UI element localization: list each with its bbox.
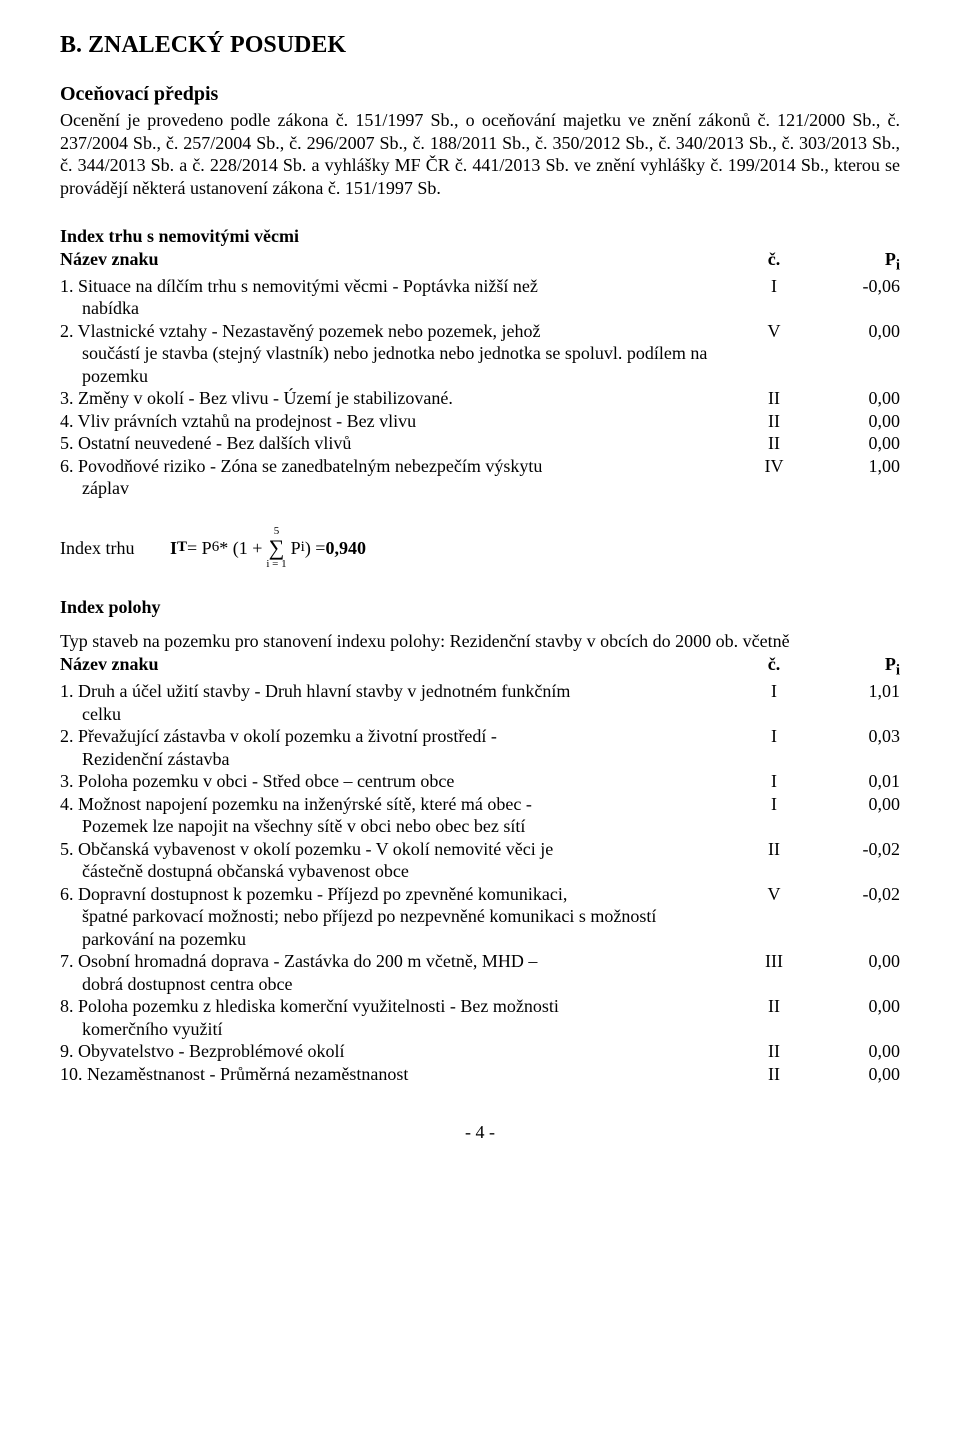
row-p: 0,00 <box>816 793 900 838</box>
row-p: -0,02 <box>816 883 900 951</box>
table-header-row: Název znaku č. Pi <box>60 653 900 680</box>
row-p: 1,00 <box>816 455 900 500</box>
table-row: 4. Vliv právních vztahů na prodejnost - … <box>60 410 900 433</box>
section-body-predpis: Ocenění je provedeno podle zákona č. 151… <box>60 109 900 199</box>
row-c: III <box>732 950 816 995</box>
row-text: 5. Ostatní neuvedené - Bez dalších vlivů <box>60 432 732 455</box>
formula-row: Index trhu IT = P6 * (1 + 5 ∑ i = 1 Pi )… <box>60 526 900 570</box>
row-p: 0,01 <box>816 770 900 793</box>
row-c: II <box>732 387 816 410</box>
formula-body: IT = P6 * (1 + 5 ∑ i = 1 Pi ) = 0,940 <box>170 526 366 570</box>
table-row: 5. Ostatní neuvedené - Bez dalších vlivů… <box>60 432 900 455</box>
table-row: 9. Obyvatelstvo - Bezproblémové okolíII0… <box>60 1040 900 1063</box>
row-p: 1,01 <box>816 680 900 725</box>
row-c: I <box>732 275 816 320</box>
table-row: 6. Dopravní dostupnost k pozemku - Příje… <box>60 883 900 951</box>
row-text: 2. Převažující zástavba v okolí pozemku … <box>60 725 732 770</box>
row-c: I <box>732 770 816 793</box>
row-text: 9. Obyvatelstvo - Bezproblémové okolí <box>60 1040 732 1063</box>
table-row: 2. Převažující zástavba v okolí pozemku … <box>60 725 900 770</box>
row-text: 6. Dopravní dostupnost k pozemku - Příje… <box>60 883 732 951</box>
row-c: II <box>732 995 816 1040</box>
row-c: IV <box>732 455 816 500</box>
index-polohy-title: Index polohy <box>60 596 900 619</box>
row-text: 3. Poloha pozemku v obci - Střed obce – … <box>60 770 732 793</box>
row-text: 10. Nezaměstnanost - Průměrná nezaměstna… <box>60 1063 732 1086</box>
row-p: 0,00 <box>816 410 900 433</box>
polohy-table: Název znaku č. Pi 1. Druh a účel užití s… <box>60 653 900 1085</box>
table-row: 6. Povodňové riziko - Zóna se zanedbatel… <box>60 455 900 500</box>
row-p: 0,00 <box>816 1063 900 1086</box>
trhu-table: Název znaku č. Pi 1. Situace na dílčím t… <box>60 248 900 500</box>
row-c: V <box>732 320 816 388</box>
row-text: 3. Změny v okolí - Bez vlivu - Území je … <box>60 387 732 410</box>
row-c: II <box>732 410 816 433</box>
row-p: 0,00 <box>816 432 900 455</box>
table-row: 7. Osobní hromadná doprava - Zastávka do… <box>60 950 900 995</box>
th-c: č. <box>732 248 816 275</box>
table-row: 1. Druh a účel užití stavby - Druh hlavn… <box>60 680 900 725</box>
row-c: I <box>732 680 816 725</box>
row-p: 0,00 <box>816 320 900 388</box>
section-title-predpis: Oceňovací předpis <box>60 82 900 107</box>
row-p: 0,00 <box>816 995 900 1040</box>
table-row: 10. Nezaměstnanost - Průměrná nezaměstna… <box>60 1063 900 1086</box>
row-p: -0,02 <box>816 838 900 883</box>
th-name: Název znaku <box>60 248 732 275</box>
row-text: 4. Možnost napojení pozemku na inženýrsk… <box>60 793 732 838</box>
row-text: 6. Povodňové riziko - Zóna se zanedbatel… <box>60 455 732 500</box>
row-text: 2. Vlastnické vztahy - Nezastavěný pozem… <box>60 320 732 388</box>
table-row: 3. Změny v okolí - Bez vlivu - Území je … <box>60 387 900 410</box>
row-p: 0,00 <box>816 950 900 995</box>
table-row: 1. Situace na dílčím trhu s nemovitými v… <box>60 275 900 320</box>
row-text: 8. Poloha pozemku z hlediska komerční vy… <box>60 995 732 1040</box>
row-c: II <box>732 1040 816 1063</box>
table-row: 3. Poloha pozemku v obci - Střed obce – … <box>60 770 900 793</box>
main-heading: B. ZNALECKÝ POSUDEK <box>60 30 900 60</box>
formula-label: Index trhu <box>60 537 170 560</box>
table-row: 5. Občanská vybavenost v okolí pozemku -… <box>60 838 900 883</box>
page-number: - 4 - <box>60 1121 900 1144</box>
row-c: V <box>732 883 816 951</box>
row-c: I <box>732 793 816 838</box>
row-p: 0,00 <box>816 1040 900 1063</box>
row-text: 1. Situace na dílčím trhu s nemovitými v… <box>60 275 732 320</box>
table-row: 2. Vlastnické vztahy - Nezastavěný pozem… <box>60 320 900 388</box>
row-text: 4. Vliv právních vztahů na prodejnost - … <box>60 410 732 433</box>
row-p: -0,06 <box>816 275 900 320</box>
row-text: 7. Osobní hromadná doprava - Zastávka do… <box>60 950 732 995</box>
row-c: II <box>732 432 816 455</box>
polohy-intro: Typ staveb na pozemku pro stanovení inde… <box>60 630 900 653</box>
row-p: 0,03 <box>816 725 900 770</box>
sigma-icon: 5 ∑ i = 1 <box>266 526 286 570</box>
row-c: II <box>732 838 816 883</box>
page: B. ZNALECKÝ POSUDEK Oceňovací předpis Oc… <box>0 0 960 1174</box>
index-trhu-title: Index trhu s nemovitými věcmi <box>60 225 900 248</box>
table-row: 8. Poloha pozemku z hlediska komerční vy… <box>60 995 900 1040</box>
row-text: 5. Občanská vybavenost v okolí pozemku -… <box>60 838 732 883</box>
th-c: č. <box>732 653 816 680</box>
row-text: 1. Druh a účel užití stavby - Druh hlavn… <box>60 680 732 725</box>
th-name: Název znaku <box>60 653 732 680</box>
row-p: 0,00 <box>816 387 900 410</box>
table-header-row: Název znaku č. Pi <box>60 248 900 275</box>
table-row: 4. Možnost napojení pozemku na inženýrsk… <box>60 793 900 838</box>
row-c: II <box>732 1063 816 1086</box>
row-c: I <box>732 725 816 770</box>
th-p: Pi <box>816 653 900 680</box>
th-p: Pi <box>816 248 900 275</box>
